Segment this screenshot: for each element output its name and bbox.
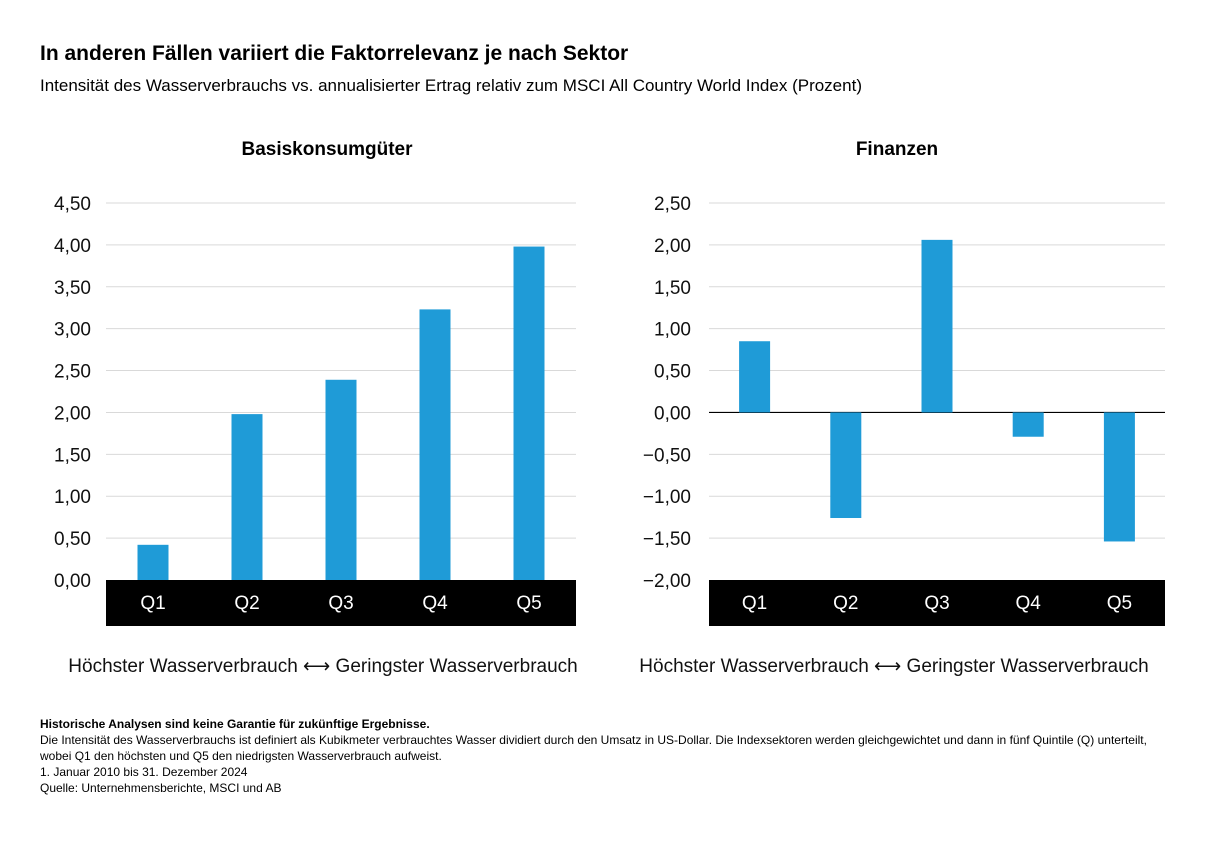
page-title: In anderen Fällen variiert die Faktorrel… xyxy=(40,42,629,65)
x-axis-label-1: Höchster Wasserverbrauch ⟷ Geringster Wa… xyxy=(639,656,1148,677)
category-label-0-0: Q1 xyxy=(140,593,165,614)
chart-title-0: Basiskonsumgüter xyxy=(241,139,413,160)
y-tick-label-0-7: 3,50 xyxy=(54,278,91,299)
y-tick-label-1-4: 0,00 xyxy=(654,403,691,424)
y-tick-label-1-7: 1,50 xyxy=(654,278,691,299)
bar-1-q3 xyxy=(921,239,953,413)
period-note: 1. Januar 2010 bis 31. Dezember 2024 xyxy=(40,765,248,779)
footnotes: Historische Analysen sind keine Garantie… xyxy=(40,716,1180,796)
definition-note: Die Intensität des Wasserverbrauchs ist … xyxy=(40,733,1147,763)
y-tick-label-0-1: 0,50 xyxy=(54,529,91,550)
y-tick-label-0-4: 2,00 xyxy=(54,403,91,424)
bar-1-q4 xyxy=(1012,412,1044,437)
y-tick-label-0-5: 2,50 xyxy=(54,362,91,383)
bar-1-q1 xyxy=(739,341,771,413)
disclaimer-note: Historische Analysen sind keine Garantie… xyxy=(40,717,430,731)
category-label-1-0: Q1 xyxy=(742,593,767,614)
category-label-0-2: Q3 xyxy=(328,593,353,614)
category-label-1-4: Q5 xyxy=(1107,593,1132,614)
category-label-0-4: Q5 xyxy=(516,593,541,614)
category-label-1-2: Q3 xyxy=(924,593,949,614)
bar-0-q1 xyxy=(137,544,169,580)
bar-0-q2 xyxy=(231,414,263,580)
y-tick-label-1-9: 2,50 xyxy=(654,194,691,215)
y-tick-label-0-6: 3,00 xyxy=(54,320,91,341)
bar-0-q4 xyxy=(419,309,451,580)
chart-title-1: Finanzen xyxy=(856,139,938,160)
y-tick-label-1-5: 0,50 xyxy=(654,362,691,383)
y-tick-label-0-9: 4,50 xyxy=(54,194,91,215)
y-tick-label-0-8: 4,00 xyxy=(54,236,91,257)
bar-0-q3 xyxy=(325,379,357,580)
y-tick-label-1-8: 2,00 xyxy=(654,236,691,257)
y-tick-label-1-2: −1,00 xyxy=(643,487,691,508)
x-axis-label-0: Höchster Wasserverbrauch ⟷ Geringster Wa… xyxy=(68,656,577,677)
category-label-0-1: Q2 xyxy=(234,593,259,614)
y-tick-label-1-0: −2,00 xyxy=(643,571,691,592)
y-tick-label-0-0: 0,00 xyxy=(54,571,91,592)
y-tick-label-0-3: 1,50 xyxy=(54,445,91,466)
y-tick-label-1-6: 1,00 xyxy=(654,320,691,341)
category-label-1-3: Q4 xyxy=(1016,593,1042,614)
page-subtitle: Intensität des Wasserverbrauchs vs. annu… xyxy=(40,76,862,95)
category-label-1-1: Q2 xyxy=(833,593,858,614)
bar-0-q5 xyxy=(513,246,545,580)
category-band-0 xyxy=(106,580,576,626)
y-tick-label-1-1: −1,50 xyxy=(643,529,691,550)
bar-1-q2 xyxy=(830,412,862,519)
source-note: Quelle: Unternehmensberichte, MSCI und A… xyxy=(40,781,282,795)
category-band-1 xyxy=(709,580,1165,626)
y-tick-label-1-3: −0,50 xyxy=(643,445,691,466)
category-label-0-3: Q4 xyxy=(422,593,448,614)
bar-1-q5 xyxy=(1103,412,1135,542)
y-tick-label-0-2: 1,00 xyxy=(54,487,91,508)
